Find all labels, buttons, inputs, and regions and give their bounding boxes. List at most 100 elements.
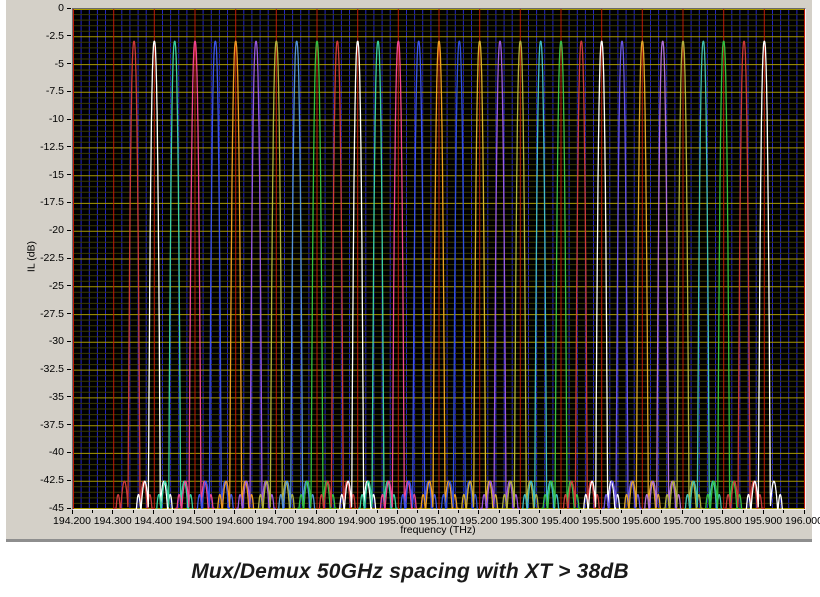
x-tick	[518, 510, 520, 514]
x-tick-label: 195.200	[459, 515, 498, 527]
x-tick	[681, 510, 683, 514]
y-tick-label: -37.5	[40, 418, 64, 431]
y-axis-tick-area: 0 -2.5 -5 -7.5 -10 -12.5 -15 -17.5 -20 -22.5 -25 -2…	[6, 2, 72, 514]
y-tick	[67, 507, 71, 509]
y-tick	[67, 424, 71, 426]
x-tick	[193, 510, 195, 514]
x-minor-tick	[457, 510, 459, 513]
x-tick	[478, 510, 480, 514]
y-tick-label: -22.5	[40, 252, 64, 264]
y-tick	[67, 7, 71, 9]
y-tick	[67, 396, 71, 398]
y-tick	[67, 285, 71, 287]
x-minor-tick	[620, 510, 622, 513]
x-tick-label: 195.600	[622, 515, 661, 527]
y-tick-label: -30	[48, 335, 64, 348]
x-minor-tick	[295, 510, 297, 513]
y-tick-label: -42.5	[40, 474, 64, 487]
y-tick-label: -32.5	[40, 363, 64, 376]
x-tick	[437, 510, 439, 514]
x-minor-tick	[661, 510, 663, 513]
y-tick	[67, 118, 71, 120]
chart-canvas	[73, 9, 805, 509]
x-tick	[71, 510, 73, 514]
y-tick-label: -25	[48, 279, 64, 292]
y-tick	[67, 451, 71, 453]
x-tick	[112, 510, 114, 514]
x-tick-label: 195.300	[500, 515, 539, 527]
x-tick-label: 194.700	[256, 515, 295, 527]
y-tick-label: -20	[48, 224, 64, 237]
y-tick	[67, 368, 71, 370]
y-tick	[67, 201, 71, 203]
x-minor-tick	[498, 510, 500, 513]
y-tick-label: -45	[48, 502, 64, 514]
x-tick-label: 195.700	[663, 515, 701, 527]
x-tick-label: 194.200	[53, 515, 91, 527]
x-tick-label: 195.000	[378, 515, 417, 527]
x-tick	[356, 510, 358, 514]
x-tick-label: 195.100	[419, 515, 457, 527]
x-minor-tick	[701, 510, 703, 513]
x-minor-tick	[132, 510, 134, 513]
x-tick-label: 194.900	[337, 515, 376, 527]
x-tick	[600, 510, 602, 514]
x-axis-tick-area: 194.200 194.300 194.400 194.500 194.600 194.7…	[53, 510, 820, 536]
x-tick	[559, 510, 561, 514]
x-tick-label: 196.000	[785, 515, 820, 527]
x-tick	[315, 510, 317, 514]
x-tick	[152, 510, 154, 514]
x-tick-label: 195.900	[744, 515, 783, 527]
y-tick-label: -12.5	[40, 140, 64, 153]
y-tick-label: -35	[48, 390, 64, 403]
x-tick	[274, 510, 276, 514]
x-minor-tick	[173, 510, 175, 513]
x-tick	[234, 510, 236, 514]
x-tick-label: 194.400	[134, 515, 173, 527]
y-tick-label: 0	[58, 2, 64, 14]
x-minor-tick	[579, 510, 581, 513]
x-tick	[803, 510, 805, 514]
y-tick	[67, 90, 71, 92]
x-tick	[762, 510, 764, 514]
x-minor-tick	[742, 510, 744, 513]
y-tick-label: -17.5	[40, 196, 64, 209]
x-tick-label: 194.600	[215, 515, 254, 527]
y-tick-label: -7.5	[45, 85, 64, 98]
y-tick	[67, 63, 71, 65]
figure-caption: Mux/Demux 50GHz spacing with XT > 38dB	[191, 560, 629, 583]
x-tick-label: 195.800	[703, 515, 742, 527]
x-minor-tick	[91, 510, 93, 513]
y-tick-label: -5	[54, 57, 64, 70]
x-tick-label: 195.500	[581, 515, 620, 527]
y-tick-label: -40	[48, 446, 64, 459]
y-tick-label: -2.5	[45, 29, 64, 42]
y-tick	[67, 313, 71, 315]
x-tick	[640, 510, 642, 514]
x-minor-tick	[539, 510, 541, 513]
x-minor-tick	[213, 510, 215, 513]
y-tick	[67, 174, 71, 176]
y-tick-label: -15	[48, 168, 64, 181]
y-tick	[67, 146, 71, 148]
y-tick	[67, 35, 71, 37]
x-minor-tick	[417, 510, 419, 513]
x-tick	[396, 510, 398, 514]
x-tick	[722, 510, 724, 514]
y-tick	[67, 229, 71, 231]
x-axis-title: frequency (THz)	[400, 524, 476, 536]
x-tick-label: 195.400	[541, 515, 579, 527]
graph-panel: IL (dB) 0 -2.5 -5 -7.5 -10 -12.5 -15 -17.5 -20 -2…	[6, 0, 820, 542]
x-tick-label: 194.800	[297, 515, 335, 527]
x-minor-tick	[783, 510, 785, 513]
y-tick-label: -27.5	[40, 307, 64, 320]
x-minor-tick	[376, 510, 378, 513]
y-tick-label: -10	[48, 113, 64, 126]
x-tick-label: 194.300	[93, 515, 132, 527]
y-tick	[67, 340, 71, 342]
x-minor-tick	[254, 510, 256, 513]
y-tick	[67, 479, 71, 481]
y-tick	[67, 257, 71, 259]
plot-area	[72, 8, 806, 510]
